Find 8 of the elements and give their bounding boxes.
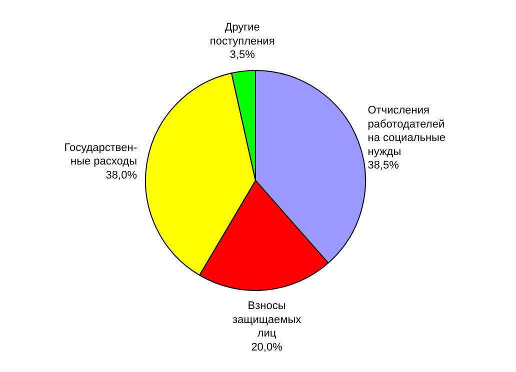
slice-label: Отчисления работодателей на социальные нужды [368,104,446,158]
data-label: 38,5% [368,160,400,172]
data-label: 20,0% [251,341,283,354]
slice-label: Взносы защищаемых лиц [232,300,302,340]
slice-label: Другие поступления [210,22,275,48]
data-label: 38,0% [106,170,138,182]
data-label: 3,5% [230,49,256,62]
slice-label: Государствен- ные расходы [64,142,138,168]
